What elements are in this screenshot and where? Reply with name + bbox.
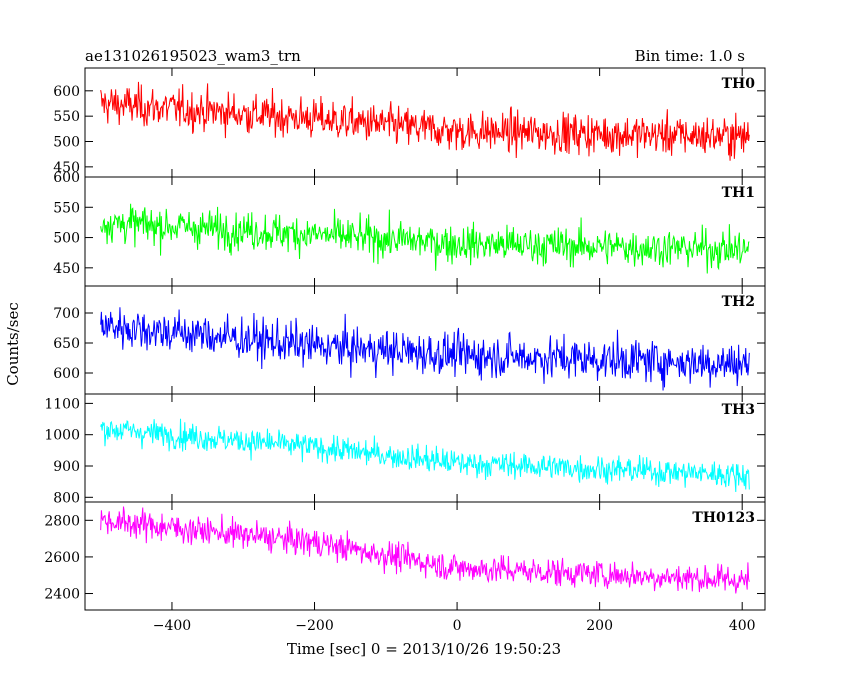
y-tick-label: 500 <box>53 231 80 247</box>
panel-frame <box>84 176 766 287</box>
panel-th0: 450 500 550 600 TH0 <box>53 67 766 178</box>
y-tick-label: 450 <box>53 261 80 277</box>
series-th0 <box>100 81 750 161</box>
y-tick-label: 2600 <box>44 550 80 566</box>
panel-th3: 800 900 1000 1100 TH3 <box>44 393 766 506</box>
y-tick-label: 600 <box>53 170 80 186</box>
panel-label: TH1 <box>722 185 755 201</box>
x-tick-label: −200 <box>295 618 333 634</box>
y-tick-label: 1000 <box>44 428 80 444</box>
y-axis-title: Counts/sec <box>4 302 22 386</box>
y-tick-label: 2400 <box>44 587 80 603</box>
bin-time-label: Bin time: 1.0 s <box>635 47 745 65</box>
panel-th0123: 2400 2600 2800 TH0123 <box>44 501 766 611</box>
y-tick-label: 600 <box>53 366 80 382</box>
x-tick-label: 400 <box>729 618 756 634</box>
y-tick-label: 600 <box>53 84 80 100</box>
panel-th1: 450 500 550 600 TH1 <box>53 170 766 287</box>
series-th1 <box>100 203 750 274</box>
x-axis: −400 −200 0 200 400 <box>153 618 756 634</box>
x-tick-label: 200 <box>586 618 613 634</box>
series-th0123 <box>100 506 750 594</box>
x-axis-title: Time [sec] 0 = 2013/10/26 19:50:23 <box>287 640 561 658</box>
y-tick-label: 550 <box>53 109 80 125</box>
y-tick-label: 500 <box>53 135 80 151</box>
y-tick-label: 900 <box>53 459 80 475</box>
panel-frame <box>84 393 766 503</box>
series-th2 <box>100 307 750 391</box>
y-tick-label: 800 <box>53 490 80 506</box>
y-tick-label: 2800 <box>44 513 80 529</box>
x-tick-label: 0 <box>453 618 462 634</box>
chart-title: ae131026195023_wam3_trn <box>85 47 301 65</box>
panel-frame <box>84 501 766 611</box>
y-tick-label: 700 <box>53 306 80 322</box>
y-tick-label: 650 <box>53 336 80 352</box>
y-tick-label: 1100 <box>44 396 80 412</box>
x-tick-label: −400 <box>153 618 191 634</box>
y-tick-label: 450 <box>53 160 80 176</box>
panels-group: 450 500 550 600 TH0 450 500 550 600 TH1 600 650 700 T… <box>44 67 766 611</box>
y-tick-label: 550 <box>53 200 80 216</box>
series-th3 <box>100 418 750 492</box>
panel-label: TH0123 <box>692 510 755 526</box>
panel-label: TH0 <box>722 76 756 92</box>
panel-label: TH3 <box>722 402 755 418</box>
panel-label: TH2 <box>722 294 755 310</box>
panel-th2: 600 650 700 TH2 <box>53 285 766 395</box>
